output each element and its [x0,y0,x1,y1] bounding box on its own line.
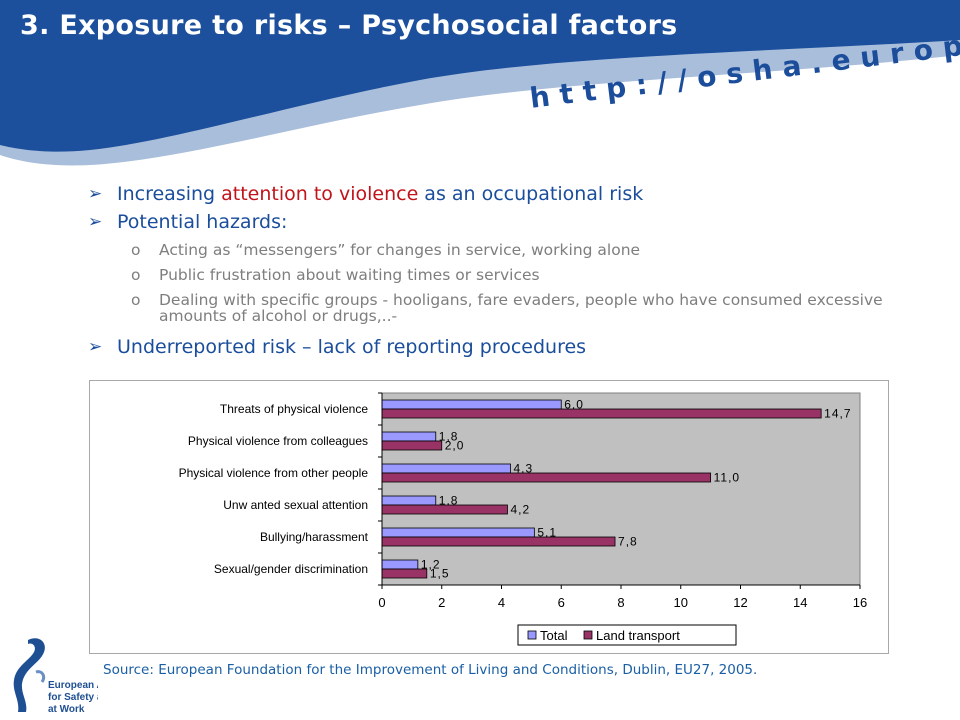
data-label: 7,8 [618,535,638,549]
data-label: 14,7 [824,407,851,421]
data-label: 1,8 [439,494,459,508]
x-tick-label: 4 [498,595,505,610]
header-wave-graphic [0,0,960,166]
x-tick-label: 0 [378,595,385,610]
bar [381,472,712,483]
bullet-text: Underreported risk – lack of reporting p… [117,336,587,358]
bullet-text-pre: Increasing [117,183,222,205]
category-label: Physical violence from other people [179,466,369,480]
logo-line: at Work [48,704,85,715]
sub-bullet-text: Acting as “messengers” for changes in se… [159,241,641,259]
bullet-text: Potential hazards: [117,211,288,233]
legend-swatch [527,630,537,640]
bullet-text-highlight: attention to violence [221,183,419,205]
category-label: Bullying/harassment [260,530,369,544]
bar-chart: Threats of physical violence 6,0 14,7 Physi… [89,380,889,654]
sub-bullet-marker: o [131,241,141,259]
chart-canvas: Threats of physical violence 6,0 14,7 Physi… [179,392,867,646]
source-note: Source: European Foundation for the Impr… [103,662,758,678]
bar [381,495,437,506]
data-label: 6,0 [564,398,584,412]
bar [381,536,616,547]
data-label: 1,8 [439,430,459,444]
bullet-list: ➢ Increasing attention to violence as an… [86,180,906,361]
sub-bullet-item: o Dealing with specific groups - hooliga… [86,292,906,324]
x-tick-label: 10 [674,595,688,610]
legend-label: Land transport [596,628,680,643]
header-banner: 3. Exposure to risks – Psychosocial fact… [0,0,960,170]
legend-label: Total [540,628,568,643]
logo-line: for Safety and Health [48,692,98,703]
x-tick-label: 6 [558,595,565,610]
bar [381,463,511,474]
data-label: 1,2 [421,558,441,572]
bar [381,504,508,515]
x-tick-label: 16 [853,595,867,610]
data-label: 11,0 [714,471,740,485]
x-tick-label: 2 [438,595,445,610]
sub-bullet-marker: o [131,266,141,284]
data-label: 4,3 [513,462,533,476]
plot-area [381,392,861,586]
bullet-item: ➢ Increasing attention to violence as an… [86,180,906,208]
legend-box [517,624,737,646]
data-label: 4,2 [510,503,530,517]
sub-bullet-item: o Acting as “messengers” for changes in … [86,242,906,258]
bullet-item: ➢ Underreported risk – lack of reporting… [86,333,906,361]
x-tick-label: 12 [733,595,747,610]
bullet-text-post: as an occupational risk [418,183,644,205]
x-tick-label: 8 [617,595,624,610]
arrow-bullet-icon: ➢ [88,337,103,357]
data-label: 5,1 [537,526,557,540]
category-label: Unw anted sexual attention [223,498,368,512]
bar [381,440,443,451]
sub-bullet-text: Public frustration about waiting times o… [159,266,540,284]
arrow-bullet-icon: ➢ [88,184,103,204]
arrow-bullet-icon: ➢ [88,212,103,232]
sub-bullet-text: Dealing with specific groups - hooligans… [159,291,883,325]
bar [381,408,822,419]
bar [381,559,419,570]
category-label: Threats of physical violence [220,402,368,416]
bar [381,399,562,410]
data-label: 2,0 [445,439,465,453]
bar [381,568,428,579]
bullet-item: ➢ Potential hazards: [86,208,906,236]
sub-bullet-marker: o [131,291,141,309]
x-tick-label: 14 [793,595,807,610]
logo-line: European Agency [48,680,98,691]
category-label: Physical violence from colleagues [188,434,368,448]
data-label: 1,5 [430,567,450,581]
category-label: Sexual/gender discrimination [214,562,368,576]
sub-bullet-item: o Public frustration about waiting times… [86,267,906,283]
bar [381,527,535,538]
page-title: 3. Exposure to risks – Psychosocial fact… [20,10,678,41]
bar [381,431,437,442]
legend-swatch [583,630,593,640]
eu-osha-logo-icon: European Agency for Safety and Health at… [13,638,98,715]
